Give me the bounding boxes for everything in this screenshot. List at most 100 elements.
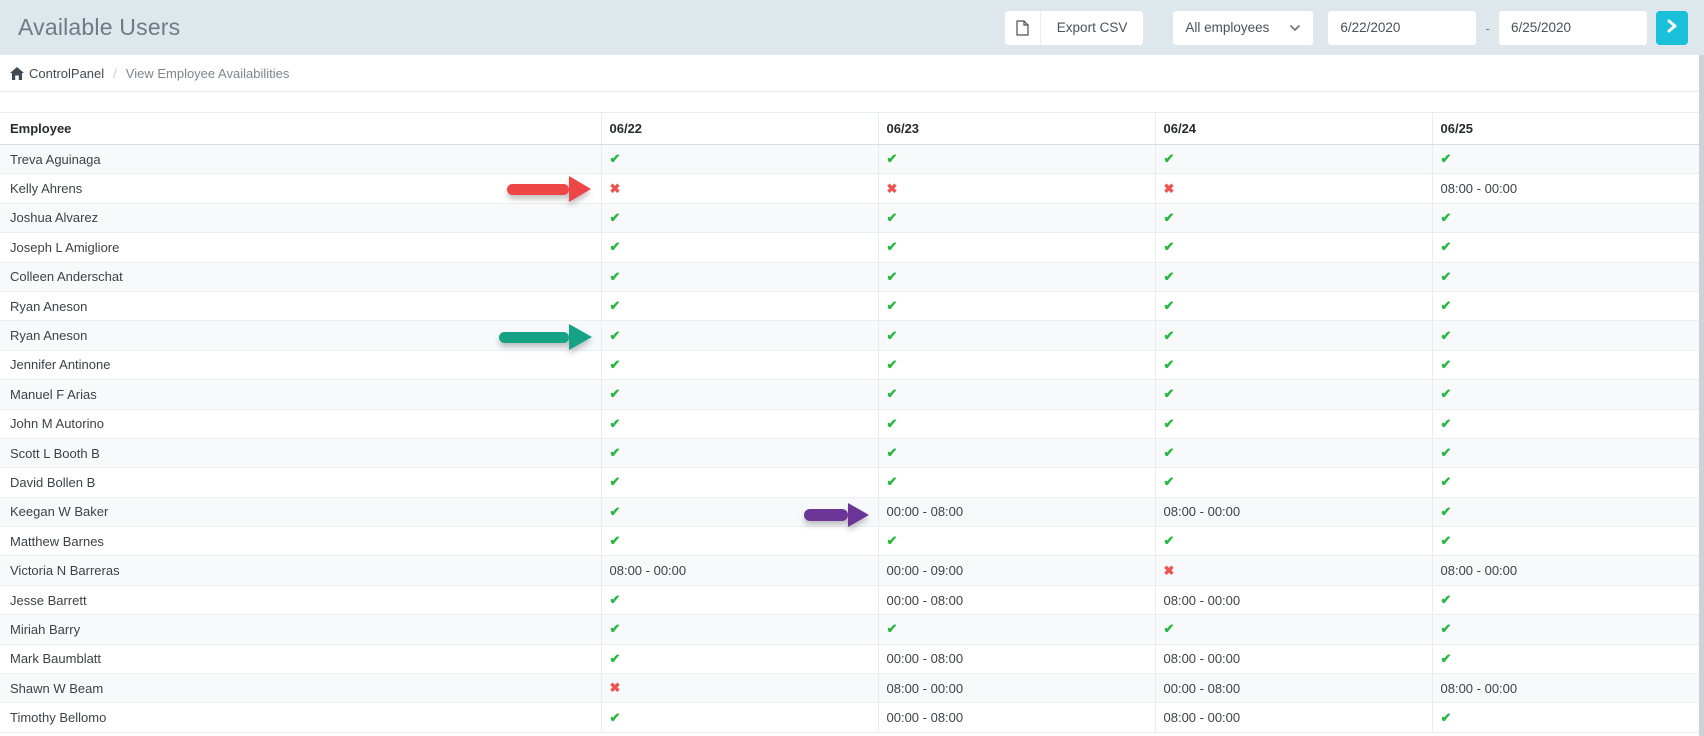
check-icon: ✔ <box>1163 474 1175 490</box>
availability-cell: ✔ <box>1431 291 1704 322</box>
breadcrumb-controlpanel[interactable]: ControlPanel <box>10 66 104 81</box>
employee-name-cell: Shawn W Beam <box>0 673 601 704</box>
check-icon: ✔ <box>1163 386 1175 402</box>
employee-name-cell: Joshua Alvarez <box>0 203 601 234</box>
check-icon: ✔ <box>1440 474 1452 490</box>
vertical-scrollbar[interactable] <box>1699 55 1704 736</box>
availability-cell: 00:00 - 08:00 <box>877 497 1155 528</box>
check-icon: ✔ <box>1440 239 1452 255</box>
availability-cell: ✔ <box>1154 144 1432 175</box>
availability-cell: ✔ <box>600 144 878 175</box>
availability-cell: 08:00 - 00:00 <box>877 673 1155 704</box>
check-icon: ✔ <box>1440 621 1452 637</box>
export-csv-label: Export CSV <box>1056 20 1128 35</box>
availability-cell: 00:00 - 08:00 <box>877 702 1155 733</box>
check-icon: ✔ <box>1440 386 1452 402</box>
availability-cell: 00:00 - 08:00 <box>1154 673 1432 704</box>
table-row: Manuel F Arias ✔ ✔ ✔ ✔ <box>0 379 1704 410</box>
start-date-input[interactable] <box>1328 10 1477 45</box>
availability-cell: ✔ <box>600 232 878 263</box>
availability-cell: ✔ <box>877 262 1155 292</box>
check-icon: ✔ <box>609 621 621 637</box>
check-icon: ✔ <box>609 356 621 372</box>
check-icon: ✔ <box>886 298 898 314</box>
employee-name-cell: Colleen Anderschat <box>0 262 601 292</box>
availability-cell: ✔ <box>600 585 878 616</box>
cross-icon: ✖ <box>609 680 621 696</box>
availability-cell: ✔ <box>877 409 1155 439</box>
table-row: Jesse Barrett ✔ 00:00 - 08:00 08:00 - 00:00… <box>0 585 1704 616</box>
check-icon: ✔ <box>609 533 621 549</box>
check-icon: ✔ <box>1440 151 1452 167</box>
availability-cell: ✔ <box>1154 526 1432 557</box>
toolbar: Export CSV All employees - <box>1004 10 1704 45</box>
availability-cell: ✖ <box>1154 173 1432 204</box>
availability-cell: ✔ <box>1154 320 1432 351</box>
availability-cell: ✔ <box>877 526 1155 557</box>
cross-icon: ✖ <box>609 180 621 196</box>
check-icon: ✔ <box>609 474 621 490</box>
availability-cell: 08:00 - 00:00 <box>1431 173 1704 204</box>
availability-cell: ✔ <box>1431 438 1704 469</box>
check-icon: ✔ <box>1440 445 1452 461</box>
check-icon: ✔ <box>1163 415 1175 431</box>
employee-name-cell: Manuel F Arias <box>0 379 601 410</box>
check-icon: ✔ <box>609 151 621 167</box>
check-icon: ✔ <box>886 445 898 461</box>
employee-name-cell: Scott L Booth B <box>0 438 601 469</box>
availability-cell: ✔ <box>600 702 878 733</box>
availability-cell: ✔ <box>600 320 878 351</box>
availability-cell: ✔ <box>1154 438 1432 469</box>
table-row: Mark Baumblatt ✔ 00:00 - 08:00 08:00 - 00:0… <box>0 644 1704 675</box>
go-button[interactable] <box>1656 10 1688 45</box>
check-icon: ✔ <box>609 386 621 402</box>
check-icon: ✔ <box>609 415 621 431</box>
table-container: Employee 06/22 06/23 06/24 06/25 Treva Aguin… <box>0 112 1704 733</box>
check-icon: ✔ <box>1163 298 1175 314</box>
breadcrumb-separator: / <box>113 65 117 81</box>
employee-name-cell: John M Autorino <box>0 409 601 439</box>
table-row: Shawn W Beam ✖ 08:00 - 00:00 00:00 - 08:00 0… <box>0 673 1704 704</box>
check-icon: ✔ <box>886 621 898 637</box>
check-icon: ✔ <box>886 209 898 225</box>
export-csv-button[interactable]: Export CSV <box>1004 10 1144 45</box>
availability-cell: ✔ <box>600 497 878 528</box>
check-icon: ✔ <box>886 327 898 343</box>
column-header-06-25: 06/25 <box>1431 112 1704 145</box>
availability-cell: ✔ <box>600 409 878 439</box>
table-row: Colleen Anderschat ✔ ✔ ✔ ✔ <box>0 262 1704 292</box>
availability-cell: ✔ <box>877 438 1155 469</box>
availability-cell: ✔ <box>1154 291 1432 322</box>
availability-cell: ✔ <box>877 320 1155 351</box>
employee-name-cell: Ryan Aneson <box>0 291 601 322</box>
availability-cell: ✔ <box>1431 467 1704 498</box>
end-date-input[interactable] <box>1499 10 1647 45</box>
availability-cell: ✔ <box>1431 350 1704 381</box>
availability-cell: ✔ <box>600 438 878 469</box>
employee-filter-select[interactable]: All employees <box>1173 10 1314 45</box>
availability-cell: ✔ <box>1154 379 1432 410</box>
check-icon: ✔ <box>1440 209 1452 225</box>
check-icon: ✔ <box>1440 356 1452 372</box>
table-row: Ryan Aneson ✔ ✔ ✔ ✔ <box>0 320 1704 351</box>
employee-name-cell: Mark Baumblatt <box>0 644 601 675</box>
availability-cell: ✔ <box>877 614 1155 645</box>
availability-cell: ✔ <box>600 262 878 292</box>
availability-cell: ✔ <box>600 379 878 410</box>
availability-cell: ✔ <box>1154 350 1432 381</box>
availability-cell: ✔ <box>1431 409 1704 439</box>
top-bar: Available Users Export CSV All employees… <box>0 0 1704 55</box>
availability-cell: 00:00 - 08:00 <box>877 644 1155 675</box>
check-icon: ✔ <box>609 709 621 725</box>
check-icon: ✔ <box>1163 356 1175 372</box>
employee-name-cell: Joseph L Amigliore <box>0 232 601 263</box>
file-icon <box>1005 10 1041 45</box>
availability-cell: 08:00 - 00:00 <box>1154 702 1432 733</box>
check-icon: ✔ <box>1440 415 1452 431</box>
check-icon: ✔ <box>609 503 621 519</box>
check-icon: ✔ <box>1163 327 1175 343</box>
check-icon: ✔ <box>1440 650 1452 666</box>
table-row: Matthew Barnes ✔ ✔ ✔ ✔ <box>0 526 1704 557</box>
availability-cell: 08:00 - 00:00 <box>1431 555 1704 586</box>
employee-name-cell: Timothy Bellomo <box>0 702 601 733</box>
